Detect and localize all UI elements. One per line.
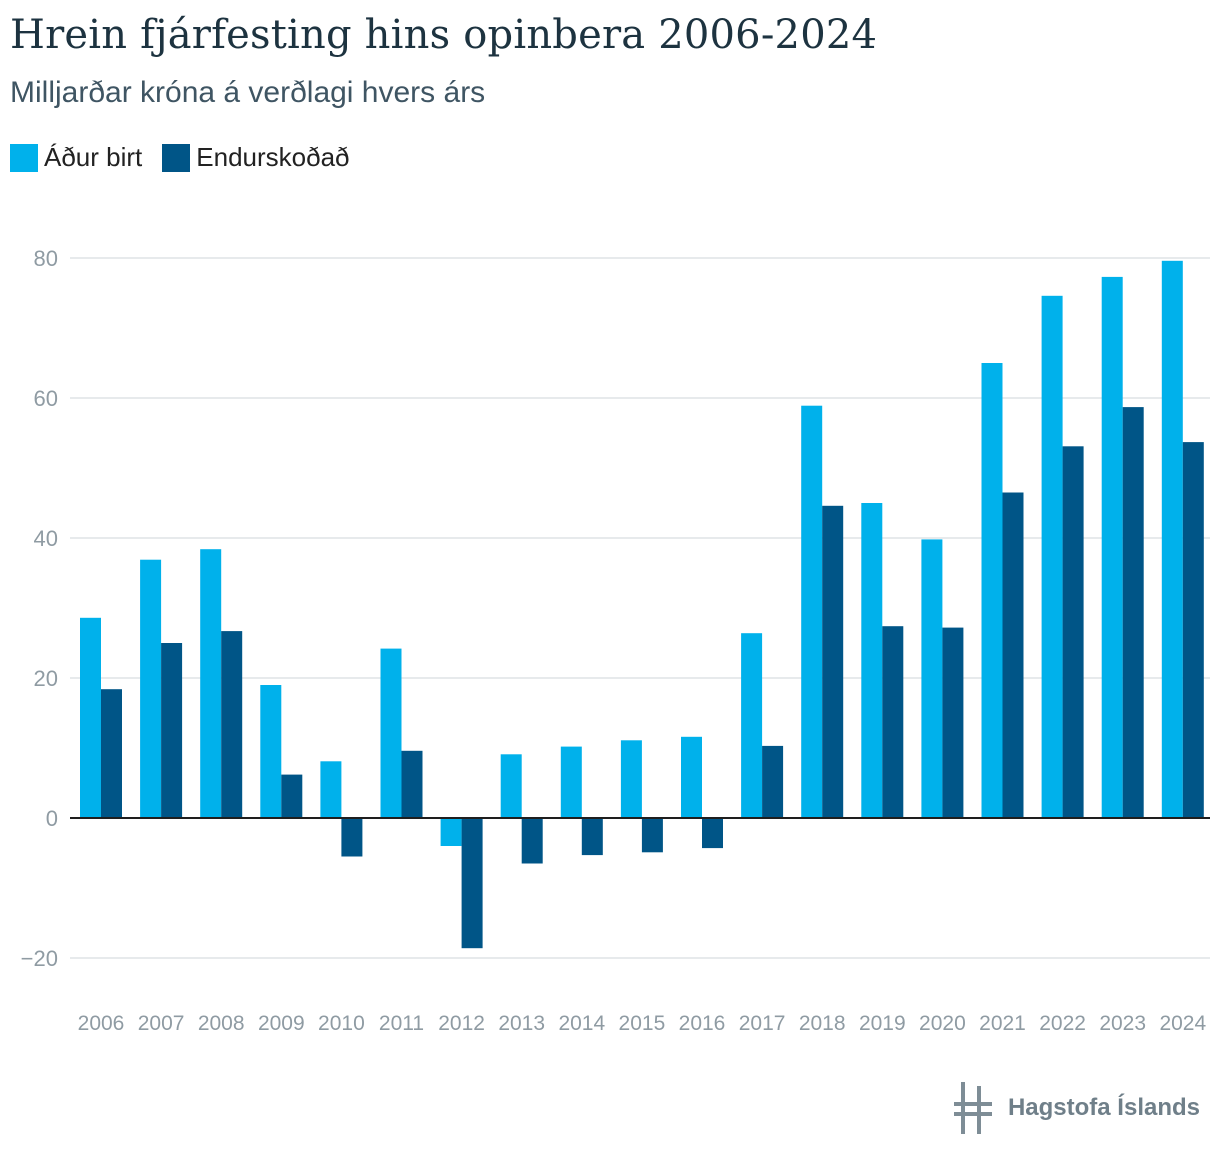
bar-chart: −20 0 20 40 60 80 2006 2007 2008 2009 2010 2011 2012… — [21, 246, 1210, 1035]
bar-endurskodad — [101, 689, 122, 818]
bar-endurskodad — [762, 745, 784, 818]
legend-label-adur-birt: Áður birt — [44, 142, 143, 172]
bar-adur-birt — [681, 736, 702, 818]
x-tick-label: 2019 — [859, 1012, 906, 1035]
y-tick-label: −20 — [21, 946, 58, 971]
bar-adur-birt — [861, 503, 883, 818]
legend-swatch-adur-birt — [10, 143, 38, 172]
hagstofa-logo-icon — [953, 1082, 992, 1134]
bar-endurskodad — [461, 818, 483, 949]
bar-endurskodad — [1002, 492, 1024, 818]
x-tick-label: 2008 — [198, 1012, 245, 1035]
bar-adur-birt — [260, 685, 282, 818]
legend: Áður birt Endurskoðað — [10, 142, 370, 173]
y-tick-label: 40 — [34, 526, 58, 551]
bar-adur-birt — [560, 746, 582, 818]
bar-adur-birt — [380, 648, 402, 818]
bar-endurskodad — [942, 627, 964, 818]
y-tick-label: 20 — [34, 666, 58, 691]
bar-adur-birt — [981, 363, 1003, 818]
bar-endurskodad — [882, 626, 904, 818]
x-tick-label: 2007 — [138, 1012, 185, 1035]
x-tick-label: 2011 — [379, 1012, 424, 1035]
bar-adur-birt — [1161, 260, 1183, 818]
x-tick-label: 2017 — [739, 1012, 786, 1035]
bar-endurskodad — [161, 643, 183, 818]
x-tick-label: 2014 — [558, 1012, 605, 1035]
bar-endurskodad — [822, 505, 844, 818]
x-tick-label: 2021 — [979, 1012, 1026, 1035]
bar-endurskodad — [581, 818, 603, 856]
bar-endurskodad — [221, 631, 243, 818]
bar-endurskodad — [1182, 442, 1204, 818]
bar-adur-birt — [320, 761, 342, 818]
bar-endurskodad — [401, 750, 423, 818]
bar-adur-birt — [440, 818, 462, 846]
bar-adur-birt — [921, 539, 943, 818]
x-tick-label: 2012 — [438, 1012, 485, 1035]
bar-adur-birt — [80, 617, 101, 818]
bar-endurskodad — [521, 818, 543, 864]
x-tick-label: 2015 — [619, 1012, 666, 1035]
bar-adur-birt — [200, 549, 222, 818]
chart-title: Hrein fjárfesting hins opinbera 2006-202… — [10, 12, 878, 58]
x-tick-label: 2013 — [498, 1012, 545, 1035]
bar-endurskodad — [641, 818, 663, 853]
y-tick-label: 0 — [46, 806, 58, 831]
x-tick-label: 2016 — [679, 1012, 726, 1035]
x-tick-label: 2022 — [1039, 1012, 1086, 1035]
hagstofa-logo: Hagstofa Íslands — [953, 1082, 1200, 1134]
x-tick-label: 2020 — [919, 1012, 966, 1035]
bar-endurskodad — [281, 774, 303, 818]
bar-endurskodad — [1062, 446, 1084, 818]
legend-item-adur-birt[interactable]: Áður birt — [10, 142, 142, 173]
x-tick-label: 2010 — [318, 1012, 365, 1035]
x-tick-label: 2023 — [1099, 1012, 1146, 1035]
x-tick-label: 2018 — [799, 1012, 846, 1035]
x-tick-label: 2009 — [258, 1012, 305, 1035]
legend-label-endurskodad: Endurskoðað — [196, 142, 350, 172]
bar-endurskodad — [702, 818, 723, 849]
bar-adur-birt — [801, 405, 823, 818]
logo-text: Hagstofa Íslands — [1007, 1094, 1200, 1121]
bar-adur-birt — [1101, 276, 1123, 818]
x-tick-label: 2024 — [1159, 1012, 1206, 1035]
bar-adur-birt — [620, 740, 642, 818]
y-tick-label: 60 — [34, 386, 58, 411]
bar-endurskodad — [341, 818, 363, 857]
bar-adur-birt — [1041, 295, 1063, 818]
bar-endurskodad — [1122, 407, 1144, 818]
bar-adur-birt — [140, 559, 162, 818]
chart-subtitle: Milljarðar króna á verðlagi hvers árs — [10, 76, 486, 109]
x-tick-label: 2006 — [78, 1012, 125, 1035]
legend-item-endurskodad[interactable]: Endurskoðað — [162, 142, 350, 173]
y-tick-label: 80 — [34, 246, 58, 271]
legend-swatch-endurskodad — [162, 143, 191, 172]
bar-adur-birt — [741, 633, 763, 818]
bar-adur-birt — [500, 754, 522, 818]
